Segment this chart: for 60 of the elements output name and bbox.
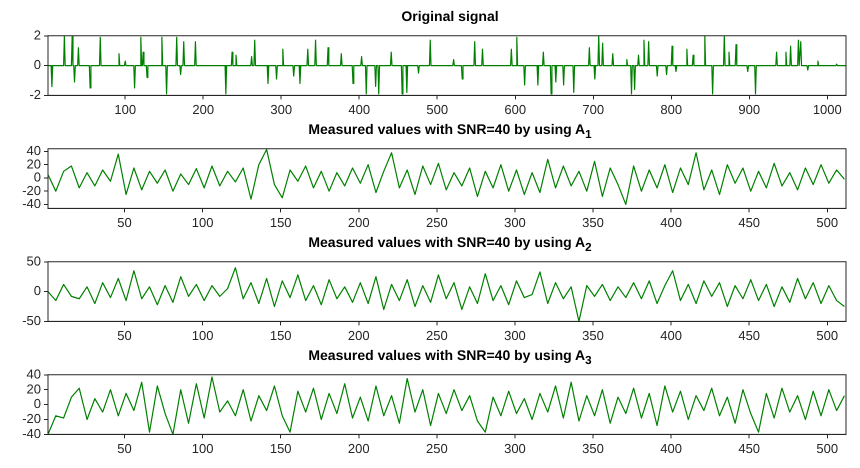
x-tick-label: 350 xyxy=(582,328,604,343)
x-tick-label: 500 xyxy=(426,102,448,117)
x-tick-label: 500 xyxy=(816,328,838,343)
chart-title: Original signal xyxy=(400,8,500,25)
y-tick-label: 0 xyxy=(34,57,41,72)
y-tick-label: -20 xyxy=(22,182,41,198)
x-tick-label: 1000 xyxy=(812,102,842,117)
x-tick-label: 300 xyxy=(270,102,292,117)
x-tick-label: 500 xyxy=(816,440,838,456)
x-tick-label: 450 xyxy=(738,440,760,456)
x-tick-label: 50 xyxy=(117,214,132,230)
x-tick-label: 900 xyxy=(738,102,760,117)
x-tick-label: 450 xyxy=(738,328,760,343)
x-tick-label: 250 xyxy=(426,440,448,456)
chart-title: Measured values with SNR=40 by using A$_{3}$ xyxy=(307,347,593,367)
x-tick-label: 200 xyxy=(192,102,214,117)
chart-title: Measured values with SNR=40 by using A$_{1}$ xyxy=(307,121,593,141)
x-tick-label: 150 xyxy=(270,440,292,456)
y-tick-label: -20 xyxy=(22,411,41,426)
x-tick-label: 200 xyxy=(348,214,370,230)
x-tick-label: 100 xyxy=(192,214,214,230)
y-tick-label: -40 xyxy=(22,426,41,441)
x-tick-label: 300 xyxy=(504,214,526,230)
x-tick-label: 300 xyxy=(504,440,526,456)
x-tick-label: 250 xyxy=(426,328,448,343)
x-tick-label: 200 xyxy=(348,328,370,343)
y-tick-label: 50 xyxy=(26,253,41,268)
y-tick-label: 40 xyxy=(26,143,41,158)
x-tick-label: 600 xyxy=(504,102,526,117)
x-tick-label: 100 xyxy=(114,102,136,117)
x-tick-label: 100 xyxy=(192,328,214,343)
x-tick-label: 500 xyxy=(816,214,838,230)
y-tick-label: 0 xyxy=(34,283,41,298)
y-tick-label: 20 xyxy=(26,156,41,172)
x-tick-label: 200 xyxy=(348,440,370,456)
x-tick-label: 50 xyxy=(117,328,132,343)
y-tick-label: 2 xyxy=(34,27,41,42)
x-tick-label: 450 xyxy=(738,214,760,230)
x-tick-label: 700 xyxy=(582,102,604,117)
x-tick-label: 100 xyxy=(192,440,214,456)
x-tick-label: 300 xyxy=(504,328,526,343)
x-tick-label: 400 xyxy=(660,328,682,343)
x-tick-label: 350 xyxy=(582,440,604,456)
y-tick-label: 0 xyxy=(34,170,41,185)
x-tick-label: 400 xyxy=(348,102,370,117)
y-tick-label: 0 xyxy=(34,396,41,412)
x-tick-label: 150 xyxy=(270,328,292,343)
x-tick-label: 250 xyxy=(426,214,448,230)
chart-title: Measured values with SNR=40 by using A$_{2}$ xyxy=(307,234,593,254)
y-tick-label: 20 xyxy=(26,381,41,396)
y-tick-label: -50 xyxy=(22,312,41,328)
x-tick-label: 50 xyxy=(117,440,132,456)
x-tick-label: 150 xyxy=(270,214,292,230)
x-tick-label: 350 xyxy=(582,214,604,230)
y-tick-label: -40 xyxy=(22,196,41,212)
x-tick-label: 400 xyxy=(660,214,682,230)
x-tick-label: 800 xyxy=(660,102,682,117)
x-tick-label: 400 xyxy=(660,440,682,456)
y-tick-label: 40 xyxy=(26,366,41,382)
y-tick-label: -2 xyxy=(29,86,41,102)
